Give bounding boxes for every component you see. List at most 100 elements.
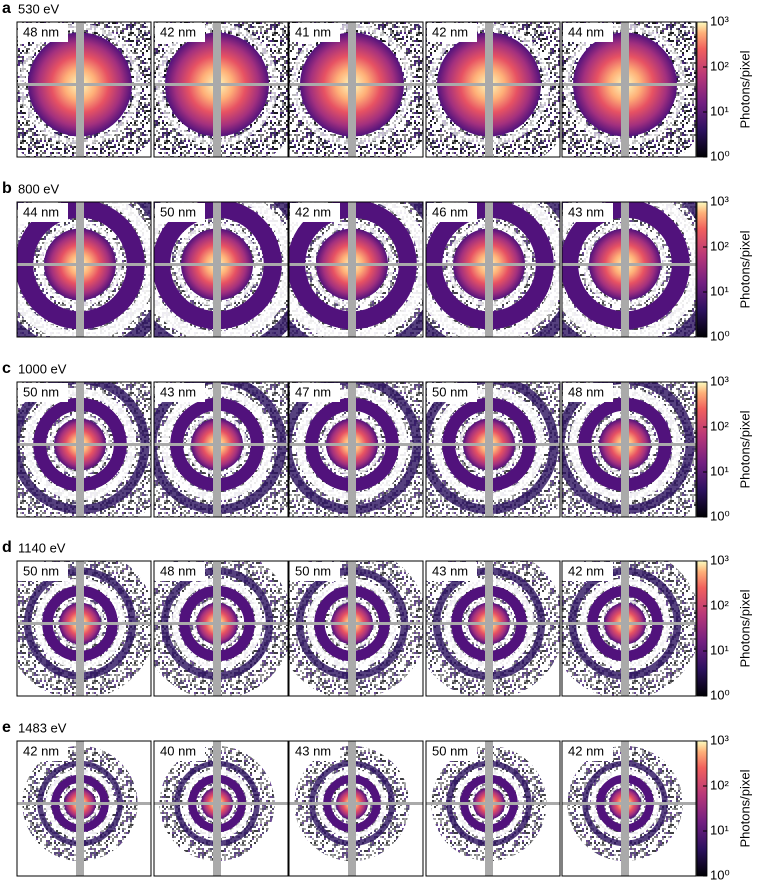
beamstop-horizontal [426,622,560,625]
beamstop-vertical [348,22,356,157]
colorbar-label: Photons/pixel [737,589,752,667]
size-label: 41 nm [295,24,331,39]
pattern [154,741,288,876]
beamstop-horizontal [17,263,151,266]
colorbar-tick-label: 10¹ [710,103,729,118]
panel-frame [153,21,289,158]
diffraction-panel: 42 nm [561,560,697,697]
pattern [289,561,423,696]
beamstop-vertical [76,741,84,876]
label-box [290,562,340,581]
beamstop-horizontal [154,443,288,446]
beamstop-vertical [485,22,493,157]
size-label: 40 nm [160,743,196,758]
diffraction-panel: 42 nm [16,740,152,877]
size-label: 44 nm [23,204,59,219]
panel-letter: d [2,539,12,556]
beamstop-horizontal [17,622,151,625]
pattern [17,382,151,517]
size-label: 50 nm [160,204,196,219]
energy-label: 1000 eV [18,361,67,376]
label-box [290,742,340,761]
beamstop-vertical [76,561,84,696]
colorbar-tick-label: 10³ [710,732,729,747]
colorbar [696,21,708,158]
panel-frame [561,740,697,877]
beamstop-vertical [621,382,629,517]
pattern [154,382,288,517]
diffraction-panel: 46 nm [425,201,561,338]
diffraction-panel: 44 nm [561,21,697,158]
beamstop-horizontal [562,83,696,86]
energy-label: 800 eV [18,181,60,196]
diffraction-panel: 42 nm [561,740,697,877]
size-label: 44 nm [568,24,604,39]
pattern [154,22,288,157]
label-box [155,383,205,402]
diffraction-panel: 50 nm [425,740,561,877]
beamstop-vertical [621,561,629,696]
beamstop-vertical [621,741,629,876]
beamstop-vertical [213,22,221,157]
label-box [563,562,613,581]
size-label: 42 nm [160,24,196,39]
beamstop-horizontal [289,443,423,446]
panel-frame [153,740,289,877]
colorbar-tick-label: 10⁰ [710,508,730,523]
colorbar-tick-label: 10¹ [710,463,729,478]
pattern [562,561,696,696]
diffraction-panel: 50 nm [16,560,152,697]
beamstop-horizontal [562,443,696,446]
label-box [563,742,613,761]
energy-label: 530 eV [18,1,60,16]
label-box [290,203,340,222]
label-box [18,742,68,761]
pattern [17,741,151,876]
label-box [563,203,613,222]
pattern [289,22,423,157]
panel-frame [288,560,424,697]
size-label: 50 nm [432,384,468,399]
colorbar-label: Photons/pixel [737,410,752,488]
beamstop-vertical [76,22,84,157]
beamstop-horizontal [562,263,696,266]
label-box [427,383,477,402]
size-label: 50 nm [432,743,468,758]
beamstop-vertical [76,382,84,517]
diffraction-panel: 43 nm [425,560,561,697]
diffraction-panel: 48 nm [153,560,289,697]
panel-frame [16,740,152,877]
pattern [426,22,560,157]
colorbar-label: Photons/pixel [737,230,752,308]
label-box [155,562,205,581]
panel-letter: c [2,360,11,377]
size-label: 43 nm [432,563,468,578]
diffraction-panel: 44 nm [16,201,152,338]
size-label: 43 nm [568,204,604,219]
panel-frame [288,21,424,158]
pattern [426,561,560,696]
colorbar [696,201,708,338]
label-box [18,203,68,222]
panel-frame [288,381,424,518]
beamstop-horizontal [17,83,151,86]
diffraction-panel: 48 nm [16,21,152,158]
size-label: 42 nm [295,204,331,219]
beamstop-vertical [348,741,356,876]
panel-frame [561,201,697,338]
beamstop-vertical [621,202,629,337]
beamstop-horizontal [154,83,288,86]
diffraction-panel: 43 nm [153,381,289,518]
diffraction-panel: 50 nm [16,381,152,518]
pattern [426,741,560,876]
label-box [427,742,477,761]
colorbar [696,740,708,877]
beamstop-vertical [213,382,221,517]
colorbar-tick-label: 10³ [710,552,729,567]
pattern [562,741,696,876]
pattern [289,741,423,876]
panel-frame [16,381,152,518]
colorbar [696,560,708,697]
panel-frame [561,21,697,158]
colorbar-tick-label: 10⁰ [710,328,730,343]
